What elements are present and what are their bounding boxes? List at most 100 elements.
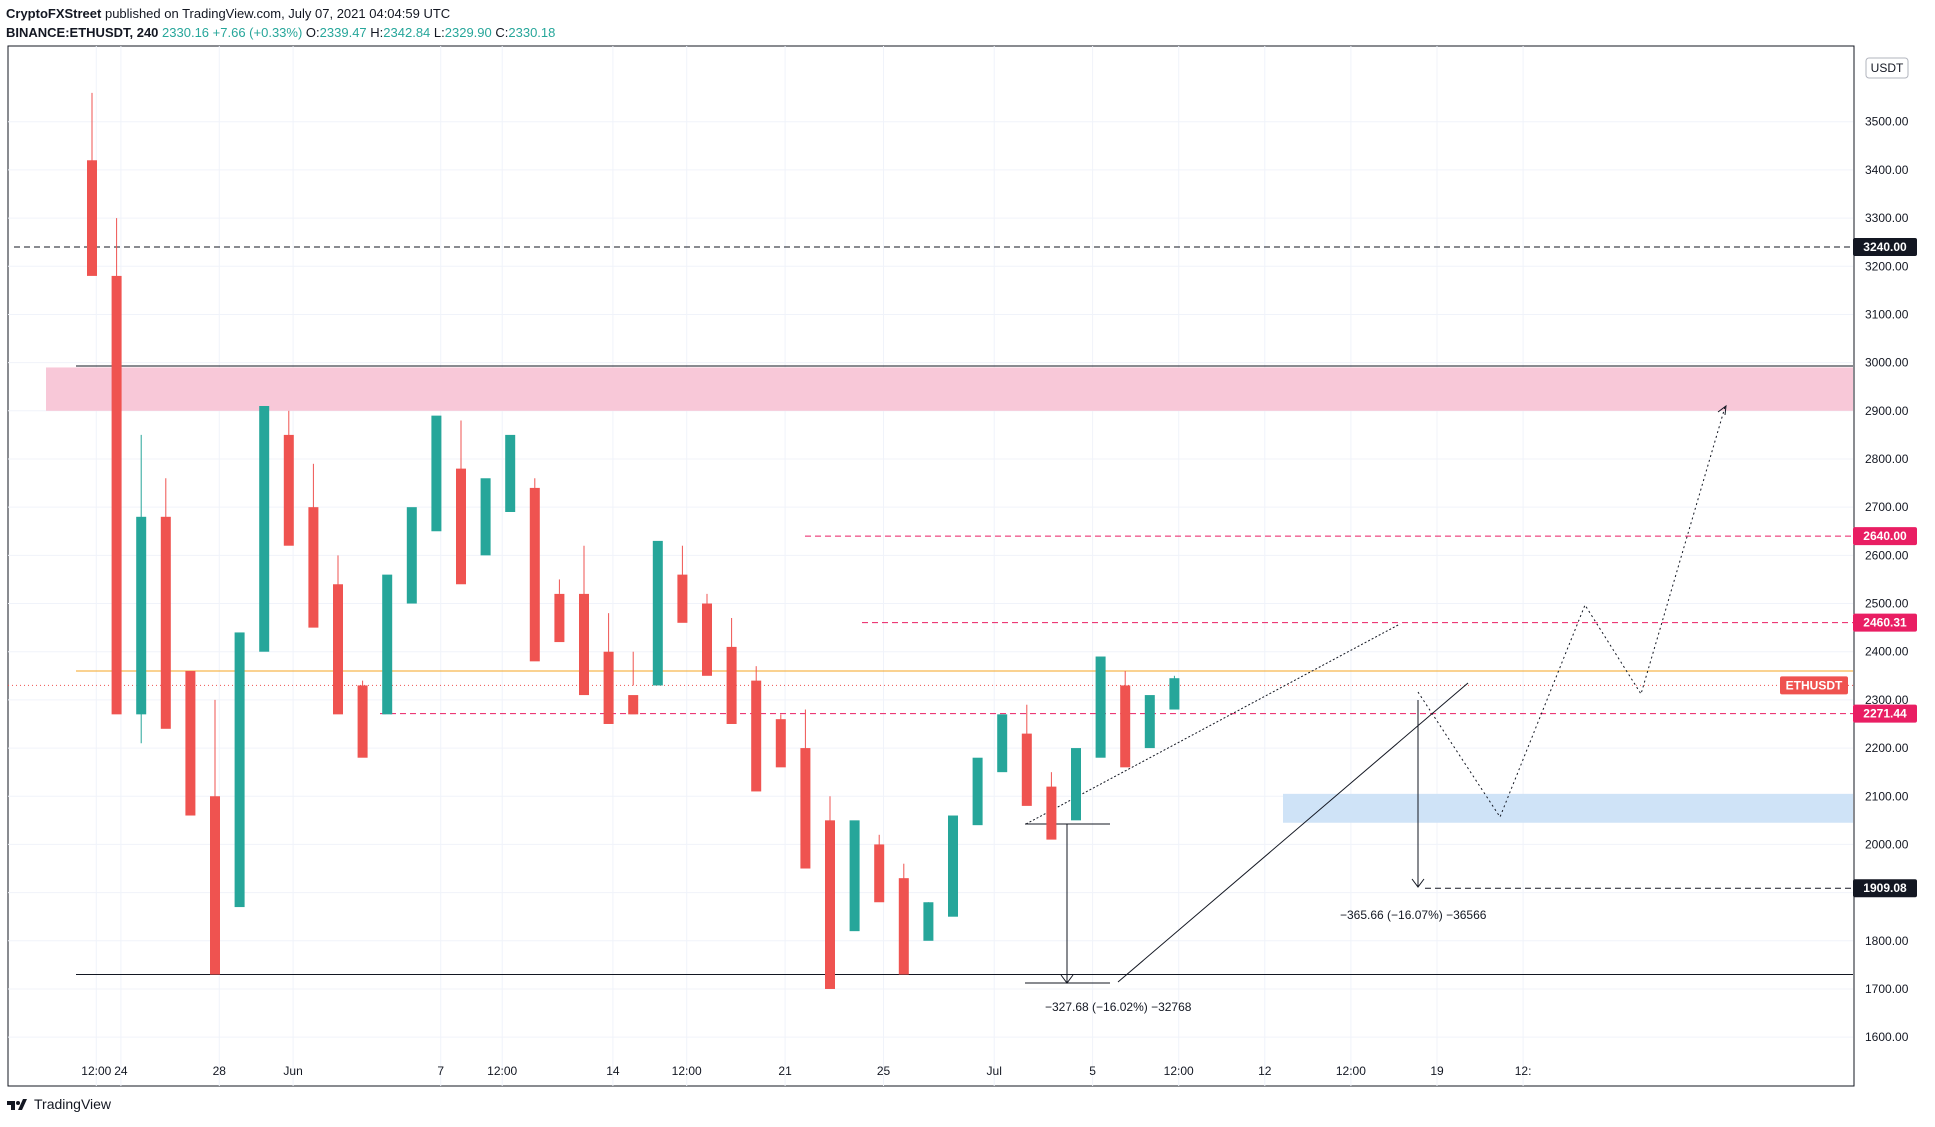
candle-body	[702, 603, 712, 676]
currency-badge[interactable]	[1865, 57, 1909, 79]
close-value: 2330.18	[508, 25, 556, 40]
wedge-lower-line[interactable]	[1117, 682, 1469, 983]
time-tick-label: 12:00	[1164, 1064, 1194, 1078]
chart-frame	[7, 45, 1855, 1087]
low-label: L:	[433, 25, 445, 40]
candle-body	[603, 651, 614, 724]
candle-body	[1095, 656, 1106, 758]
projection-arrowhead	[1717, 404, 1727, 416]
candle-body	[136, 516, 147, 715]
candle-body	[431, 415, 442, 532]
candle-body	[480, 478, 491, 556]
footer-brand: TradingView	[34, 1096, 112, 1112]
price-tag-1909.08[interactable]	[1853, 879, 1917, 898]
horizontal-lines	[8, 246, 1853, 976]
price-tag-2640.00[interactable]	[1853, 527, 1917, 546]
time-tick-label: 12:00	[81, 1064, 111, 1078]
candle-body	[308, 507, 319, 628]
price-tag-3240.00[interactable]	[1853, 238, 1917, 256]
low-value: 2329.90	[444, 25, 492, 40]
candle-body	[800, 748, 811, 869]
symbol-line: BINANCE:ETHUSDT, 240 2330.16 +7.66 (+0.3…	[6, 25, 555, 40]
time-tick-label: 12:	[1515, 1064, 1532, 1078]
projection-path	[1417, 406, 1726, 819]
published-text: published on TradingView.com, July 07, 2…	[101, 6, 451, 21]
price-tick-label: 2700.00	[1865, 500, 1909, 514]
supply-zone	[46, 367, 1853, 411]
grid	[8, 46, 1853, 1086]
price-tag-text: 2271.44	[1863, 707, 1907, 721]
high-value: 2342.84	[383, 25, 431, 40]
currency-badge-label: USDT	[1871, 61, 1904, 75]
price-tick-label: 3200.00	[1865, 259, 1909, 273]
price-tick-label: 2500.00	[1865, 597, 1909, 611]
time-tick-label: 24	[114, 1064, 128, 1078]
measure-arrowhead-1	[1060, 974, 1074, 984]
candle-body	[283, 434, 294, 546]
candle-body	[628, 695, 639, 715]
price-tick-label: 1600.00	[1865, 1030, 1909, 1044]
candle-body	[652, 540, 663, 686]
zones	[46, 367, 1853, 823]
price-tick-label: 2600.00	[1865, 548, 1909, 562]
time-tick-label: Jun	[283, 1064, 302, 1078]
candle-body	[87, 160, 97, 276]
candle-body	[923, 902, 934, 941]
candle-body	[333, 584, 343, 715]
price-tag-2460.31[interactable]	[1853, 613, 1917, 632]
tradingview-logo-icon	[7, 1099, 27, 1110]
measure-label-2: −365.66 (−16.07%) −36566	[1340, 908, 1487, 922]
open-label: O:	[305, 25, 320, 40]
candle-body	[456, 468, 466, 585]
price-tick-label: 2000.00	[1865, 837, 1909, 851]
publisher-name: CryptoFXStreet	[6, 6, 102, 21]
candle-body	[406, 507, 417, 604]
price-tick-label: 1800.00	[1865, 934, 1909, 948]
wedge-upper-line[interactable]	[1025, 623, 1401, 825]
time-tick-label: Jul	[987, 1064, 1002, 1078]
price-tag-text: 1909.08	[1863, 881, 1907, 895]
time-tick-label: 12:00	[487, 1064, 517, 1078]
candle-body	[726, 646, 737, 724]
candles	[87, 92, 1180, 989]
price-change: +7.66 (+0.33%)	[212, 25, 303, 40]
price-tag-text: ETHUSDT	[1786, 678, 1843, 692]
close-label: C:	[495, 25, 509, 40]
candle-body	[210, 796, 220, 975]
candle-body	[554, 593, 565, 643]
candle-body	[972, 757, 983, 826]
last-price: 2330.16	[162, 25, 210, 40]
candle-body	[234, 632, 245, 908]
price-tick-label: 1700.00	[1865, 982, 1909, 996]
time-tick-label: 5	[1089, 1064, 1096, 1078]
candle-body	[111, 275, 122, 715]
time-tick-label: 14	[606, 1064, 620, 1078]
candle-body	[259, 405, 270, 652]
drawings	[1025, 404, 1727, 984]
candle-body	[1144, 695, 1155, 749]
price-tick-label: 3400.00	[1865, 163, 1909, 177]
time-tick-label: 12:00	[1336, 1064, 1366, 1078]
price-tick-label: 3100.00	[1865, 307, 1909, 321]
price-tick-label: 3000.00	[1865, 356, 1909, 370]
demand-zone	[1283, 793, 1853, 823]
time-tick-label: 7	[437, 1064, 444, 1078]
price-tags: USDT 3240.00 2640.00 2460.31 ETHUSDT 2271.44 1…	[1780, 57, 1917, 898]
tick-labels: 1600.001700.001800.001900.002000.002100.…	[81, 115, 1908, 1078]
candle-body	[1021, 733, 1032, 806]
footer: TradingView	[6, 1096, 111, 1112]
candle-body	[1046, 786, 1057, 840]
price-tick-label: 3500.00	[1865, 115, 1909, 129]
candle-body	[677, 574, 688, 623]
price-tag-2271.44[interactable]	[1853, 704, 1917, 723]
candle-body	[529, 487, 540, 662]
time-tick-label: 19	[1430, 1064, 1444, 1078]
candle-body	[825, 820, 835, 989]
price-tag-ETHUSDT[interactable]	[1780, 676, 1848, 695]
open-value: 2339.47	[319, 25, 367, 40]
price-tick-label: 2300.00	[1865, 693, 1909, 707]
candle-body	[185, 670, 196, 816]
price-tag-text: 3240.00	[1863, 240, 1907, 254]
time-tick-label: 12:00	[672, 1064, 702, 1078]
